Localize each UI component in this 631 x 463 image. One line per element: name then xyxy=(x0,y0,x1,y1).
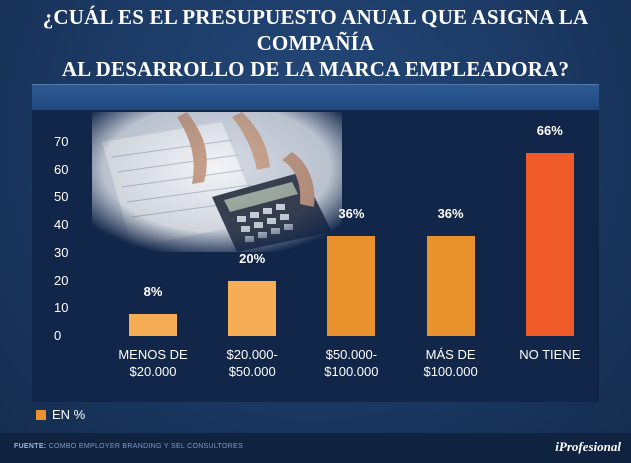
category-label: $50.000- $100.000 xyxy=(303,346,399,380)
calculator-illustration xyxy=(92,112,342,252)
chart-title: ¿CUÁL ES EL PRESUPUESTO ANUAL QUE ASIGNA… xyxy=(0,4,631,82)
y-tick-label: 40 xyxy=(54,217,69,233)
category-label-line: NO TIENE xyxy=(519,347,581,362)
brand-logo: iProfesional xyxy=(555,439,621,454)
bar xyxy=(525,153,574,336)
y-tick-label: 0 xyxy=(54,328,62,343)
bar-value-label: 8% xyxy=(143,283,163,299)
category-label-line: $100.000 xyxy=(423,364,478,379)
category-label: $20.000- $50.000 xyxy=(204,346,300,380)
bar xyxy=(129,313,177,336)
bar-value-label: 20% xyxy=(239,250,266,266)
bar xyxy=(426,236,475,336)
calculator-photo xyxy=(92,112,342,252)
bar-value-label: 66% xyxy=(536,123,563,139)
category-label-line: MENOS DE xyxy=(118,347,188,362)
legend-label: EN % xyxy=(52,407,86,422)
bar xyxy=(327,236,376,336)
category-label-line: $20.000 xyxy=(129,364,177,379)
category-label: NO TIENE xyxy=(502,346,598,363)
category-label-line: $50.000 xyxy=(228,364,276,379)
y-tick-label: 50 xyxy=(54,189,69,205)
legend-swatch xyxy=(36,410,46,420)
category-label-line: $100.000 xyxy=(324,364,379,379)
source-label: FUENTE: xyxy=(14,443,47,450)
category-label: MENOS DE $20.000 xyxy=(105,346,201,380)
category-label-line: MÁS DE xyxy=(425,347,476,362)
title-line-1: ¿CUÁL ES EL PRESUPUESTO ANUAL QUE ASIGNA… xyxy=(42,5,589,55)
y-tick-label: 20 xyxy=(54,272,69,288)
footer-bar xyxy=(0,433,631,463)
source-note: FUENTE: COMBO EMPLOYER BRANDING Y SEL CO… xyxy=(14,442,243,452)
bar-value-label: 36% xyxy=(437,206,464,222)
category-label-line: $20.000- xyxy=(226,347,278,362)
category-label: MÁS DE $100.000 xyxy=(403,346,499,380)
y-tick-label: 30 xyxy=(54,244,69,260)
y-tick-label: 60 xyxy=(54,161,69,177)
bar-value-label: 36% xyxy=(338,206,365,222)
title-line-2: AL DESARROLLO DE LA MARCA EMPLEADORA? xyxy=(61,57,570,81)
source-text: COMBO EMPLOYER BRANDING Y SEL CONSULTORE… xyxy=(48,443,244,450)
category-label-line: $50.000- xyxy=(325,347,378,362)
y-tick-label: 10 xyxy=(54,300,69,316)
bar xyxy=(228,280,277,336)
y-tick-label: 70 xyxy=(54,134,69,149)
header-band xyxy=(32,84,599,111)
